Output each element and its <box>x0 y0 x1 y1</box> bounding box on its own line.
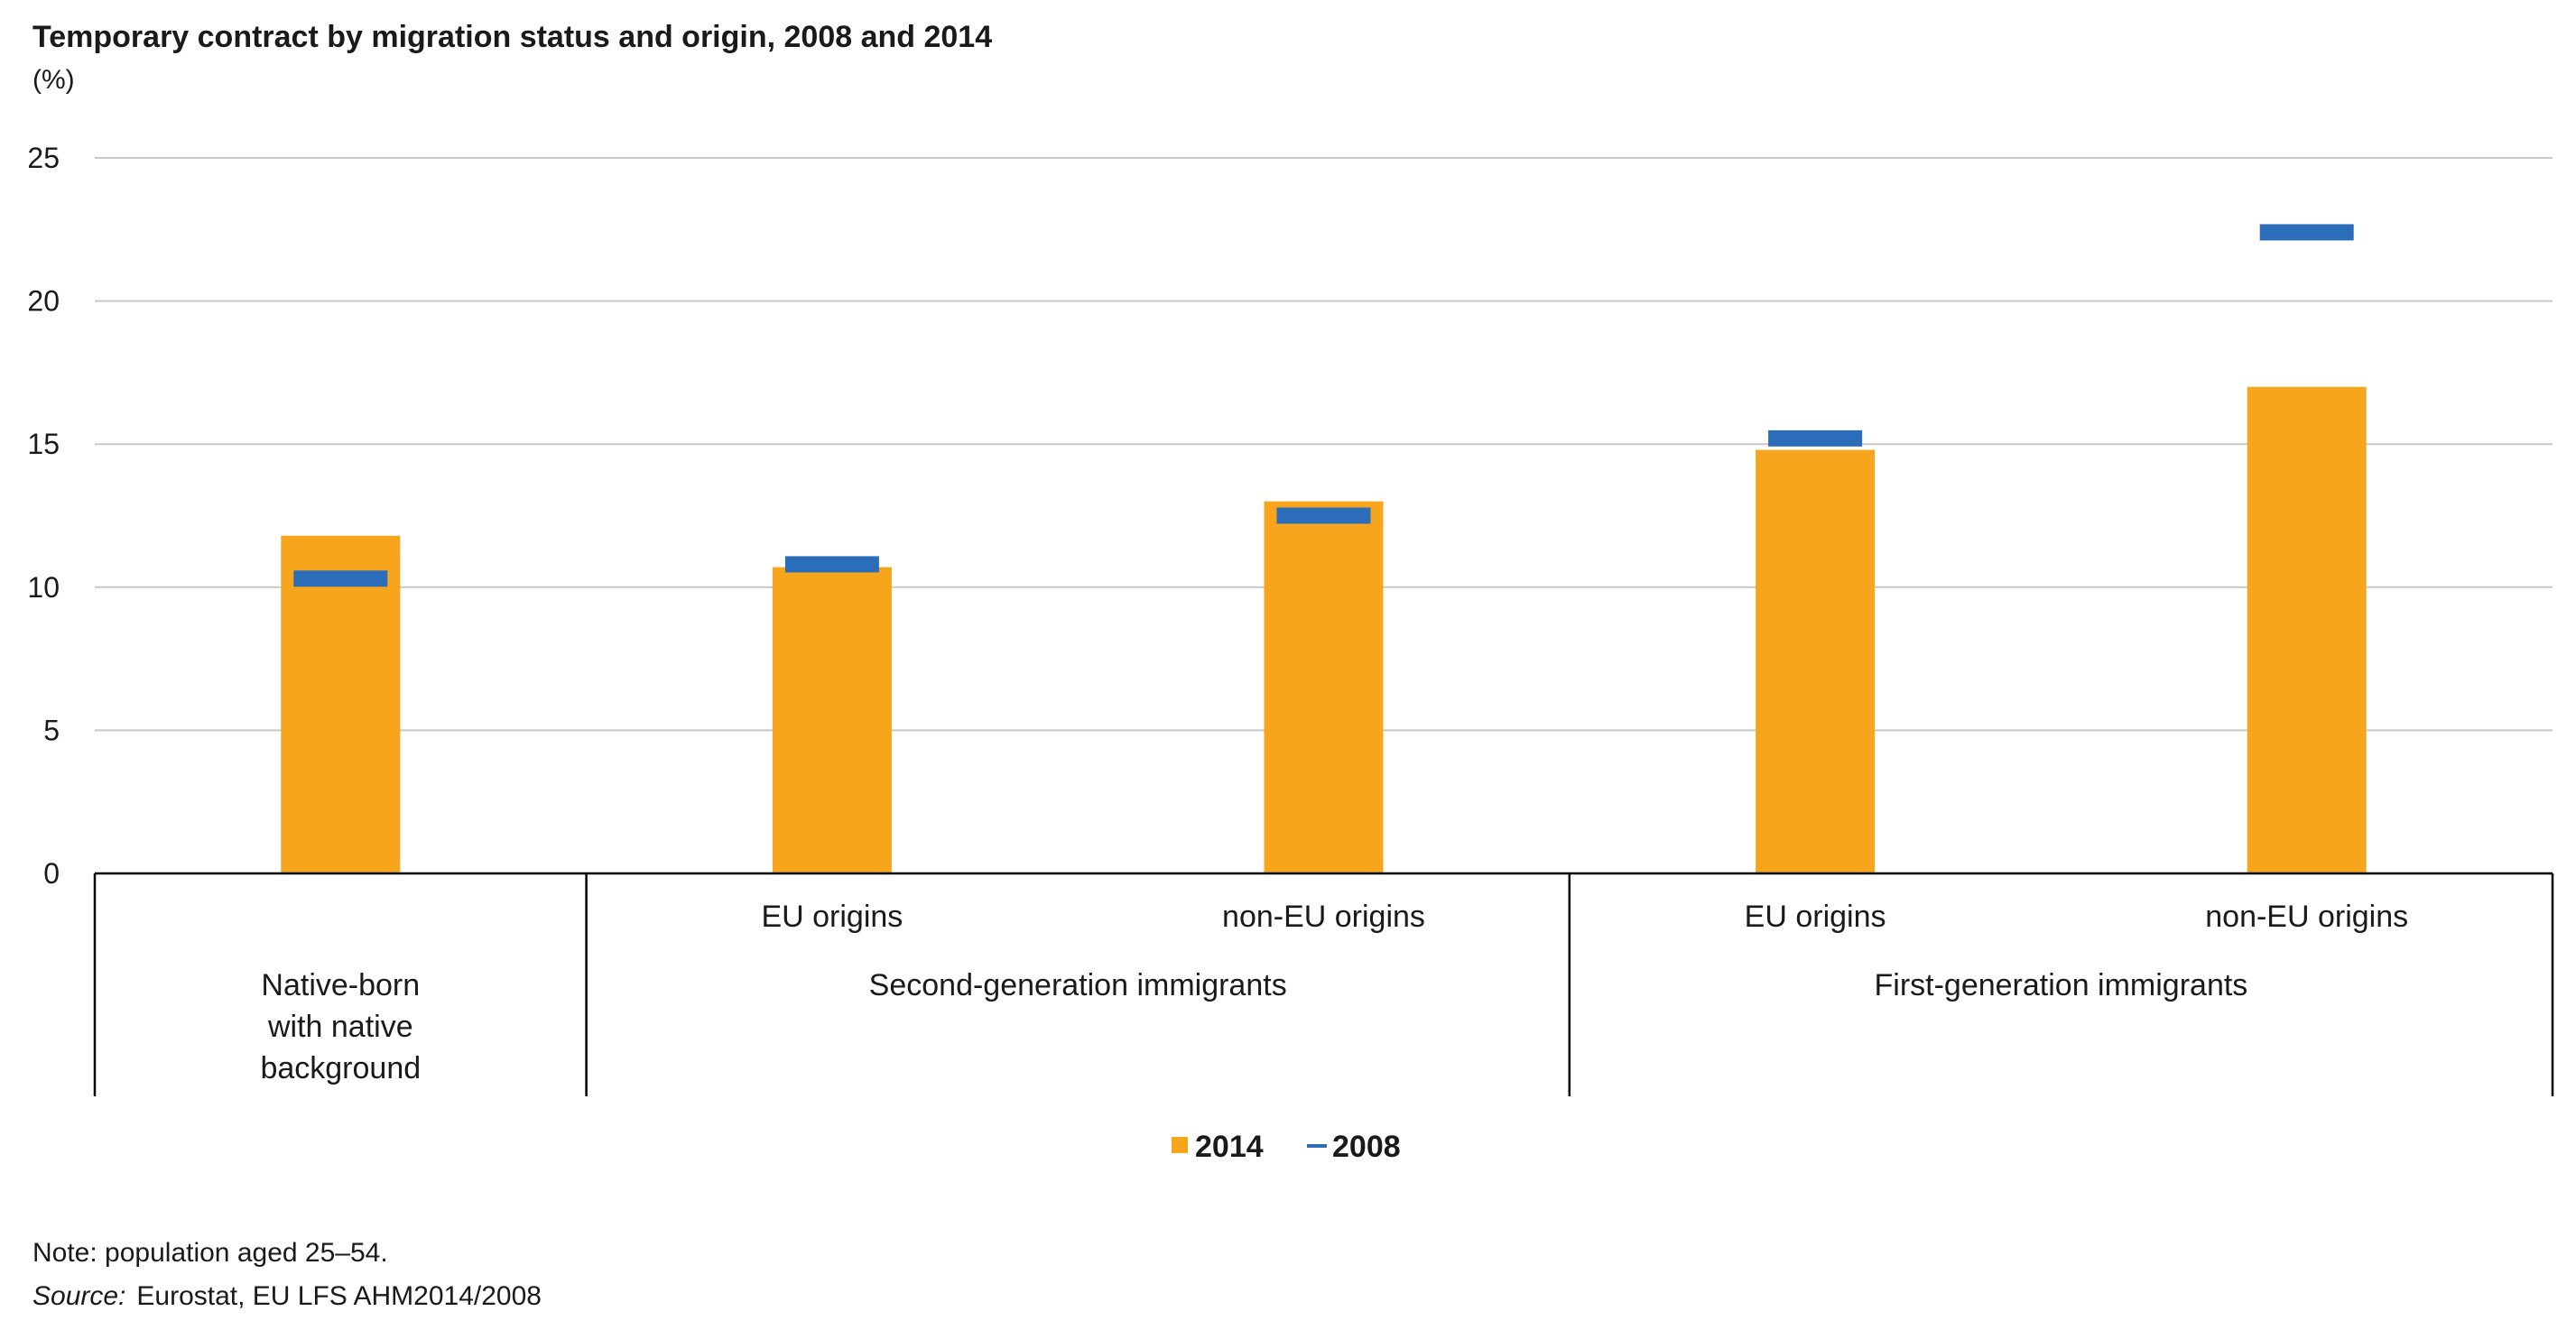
note-text: Note: population aged 25–54. <box>32 1238 388 1268</box>
legend-swatch-2008 <box>1307 1144 1327 1148</box>
x-axis: EU origins non-EU origins EU origins non-EU… <box>93 872 2554 1096</box>
unit-label: (%) <box>32 65 75 95</box>
x-tick-label: non-EU origins <box>2205 900 2408 934</box>
group-label-line: Native-born <box>261 968 420 1002</box>
group-label: Second-generation immigrants <box>869 968 1287 1002</box>
marker-2008 <box>293 570 388 587</box>
legend: 2014 2008 <box>1172 1130 1401 1164</box>
markers-2008 <box>293 224 2354 587</box>
x-tick-label: non-EU origins <box>1222 900 1425 934</box>
source-text: Eurostat, EU LFS AHM2014/2008 <box>136 1281 542 1311</box>
chart-title: Temporary contract by migration status a… <box>32 20 992 54</box>
x-tick-label: EU origins <box>1745 900 1886 934</box>
group-label: Native-born with native background <box>260 968 421 1085</box>
group-label-line: First-generation immigrants <box>1875 968 2248 1002</box>
legend-label: 2014 <box>1195 1130 1264 1164</box>
x-tick-label: EU origins <box>761 900 903 934</box>
group-label-line: with native <box>267 1010 413 1044</box>
bars-2014 <box>281 386 2367 873</box>
y-tick-label: 10 <box>27 571 60 604</box>
y-tick-label: 15 <box>27 428 60 460</box>
y-axis-ticks: 0 5 10 15 20 25 <box>27 142 60 890</box>
bar-2014 <box>2247 386 2367 873</box>
marker-2008 <box>1276 507 1371 524</box>
source-label: Source: <box>32 1281 125 1311</box>
y-tick-label: 0 <box>43 857 60 890</box>
group-label-line: background <box>260 1051 421 1085</box>
grid-layer <box>95 157 2553 732</box>
y-tick-label: 20 <box>27 285 60 318</box>
marker-2008 <box>1768 429 1863 447</box>
legend-swatch-2014 <box>1172 1137 1188 1153</box>
group-label-line: Second-generation immigrants <box>869 968 1287 1002</box>
y-tick-label: 25 <box>27 142 60 174</box>
source-line: Source: Eurostat, EU LFS AHM2014/2008 <box>32 1281 542 1311</box>
bar-2014 <box>772 567 892 873</box>
y-tick-label: 5 <box>43 714 60 746</box>
group-label: First-generation immigrants <box>1875 968 2248 1002</box>
bar-2014 <box>281 535 401 873</box>
bar-2014 <box>1264 501 1384 873</box>
legend-label: 2008 <box>1332 1130 1401 1164</box>
bar-2014 <box>1756 449 1876 873</box>
marker-2008 <box>2259 224 2354 241</box>
marker-2008 <box>784 556 879 573</box>
